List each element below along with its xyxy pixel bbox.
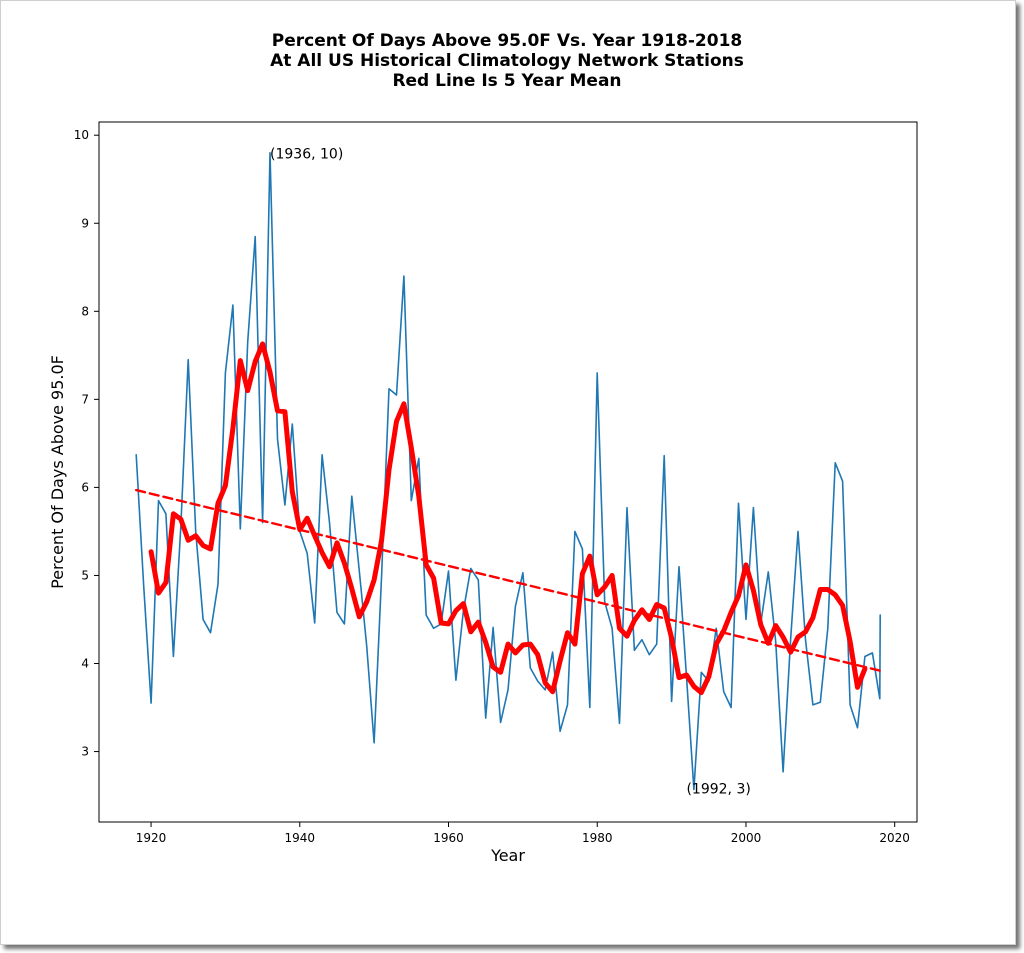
- x-tick-label: 1920: [136, 831, 167, 845]
- x-tick-label: 1940: [285, 831, 316, 845]
- y-axis-label: Percent Of Days Above 95.0F: [48, 355, 67, 589]
- x-axis-label: Year: [490, 846, 525, 865]
- y-tick-label: 10: [74, 128, 89, 142]
- x-tick-label: 1960: [433, 831, 464, 845]
- plot-frame: [98, 121, 918, 823]
- y-tick-label: 6: [81, 480, 89, 494]
- y-tick-label: 5: [81, 568, 89, 582]
- y-tick-label: 7: [81, 392, 89, 406]
- x-tick-label: 2000: [731, 831, 762, 845]
- x-tick-label: 2020: [879, 831, 910, 845]
- y-tick-label: 3: [81, 745, 89, 759]
- plot-area: 1920 1940 1960 1980 2000 2020 3 4 5 6 7 8 9 10 (1936, …: [74, 121, 918, 845]
- chart-title-line-3: Red Line Is 5 Year Mean: [392, 71, 621, 91]
- y-tick-label: 4: [81, 657, 89, 671]
- y-tick-label: 8: [81, 304, 89, 318]
- annotation-label: (1992, 3): [686, 781, 750, 797]
- chart-title-line-1: Percent Of Days Above 95.0F Vs. Year 191…: [272, 31, 742, 51]
- series-line-mean: [148, 341, 868, 696]
- x-tick-label: 1980: [582, 831, 613, 845]
- series-line-trend: [134, 488, 881, 672]
- series-line-annual: [135, 152, 882, 791]
- chart-title-line-2: At All US Historical Climatology Network…: [270, 51, 744, 71]
- y-tick-label: 9: [81, 216, 89, 230]
- annotation-label: (1936, 10): [270, 147, 343, 163]
- chart-title: Percent Of Days Above 95.0F Vs. Year 191…: [270, 31, 744, 91]
